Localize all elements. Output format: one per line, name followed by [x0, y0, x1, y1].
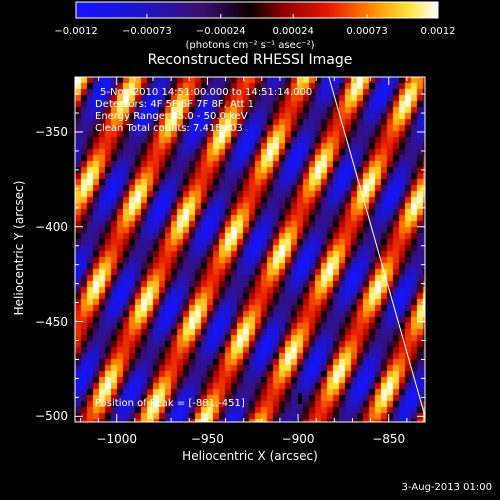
colorbar-tick-label: −0.00073: [122, 26, 172, 37]
colorbar-gradient: [75, 1, 439, 19]
axis-ticks: [75, 77, 426, 422]
plot-border: [74, 76, 426, 423]
colorbar-units-label: (photons cm⁻² s⁻¹ asec⁻²): [185, 40, 315, 51]
colorbar-ticks: [75, 14, 439, 18]
time-range-text: 5-Nov-2010 14:51:00.000 to 14:51:14.000: [100, 87, 313, 98]
colorbar-tick-label: 0.0012: [420, 26, 456, 37]
peak-position-text: Position of Peak = [-881,-451]: [95, 398, 245, 409]
colorbar: [75, 1, 439, 19]
colorbar-tick-label: 0.00024: [272, 26, 314, 37]
colorbar-tick-label: −0.0012: [54, 26, 98, 37]
y-axis-label: Heliocentric Y (arcsec): [12, 180, 26, 316]
x-tick-label: −950: [190, 432, 224, 446]
x-axis-label: Heliocentric X (arcsec): [182, 449, 318, 463]
y-tick-label: −400: [35, 219, 68, 234]
solar-limb-line: [328, 76, 426, 417]
y-tick-label: −500: [35, 409, 68, 424]
detectors-text: Detectors: 4F 5F 6F 7F 8F, Att 1: [95, 99, 255, 110]
x-tick-label: −850: [372, 432, 406, 446]
colorbar-tick-label: 0.00073: [346, 26, 388, 37]
y-tick-label: −350: [35, 124, 68, 139]
x-tick-label: −1000: [96, 432, 137, 446]
energy-range-text: Energy Range: 25.0 - 50.0 keV: [95, 111, 248, 122]
y-tick-label: −450: [35, 314, 68, 329]
colorbar-tick-label: −0.00024: [195, 26, 246, 37]
peak-marker: [298, 393, 302, 404]
footer-date: 3-Aug-2013 01:00: [401, 482, 492, 493]
chart-title: Reconstructed RHESSI Image: [147, 52, 353, 68]
heatmap-image: [75, 77, 425, 422]
x-tick-label: −900: [281, 432, 315, 446]
clean-counts-text: Clean Total counts: 7.41E+03: [95, 123, 243, 134]
